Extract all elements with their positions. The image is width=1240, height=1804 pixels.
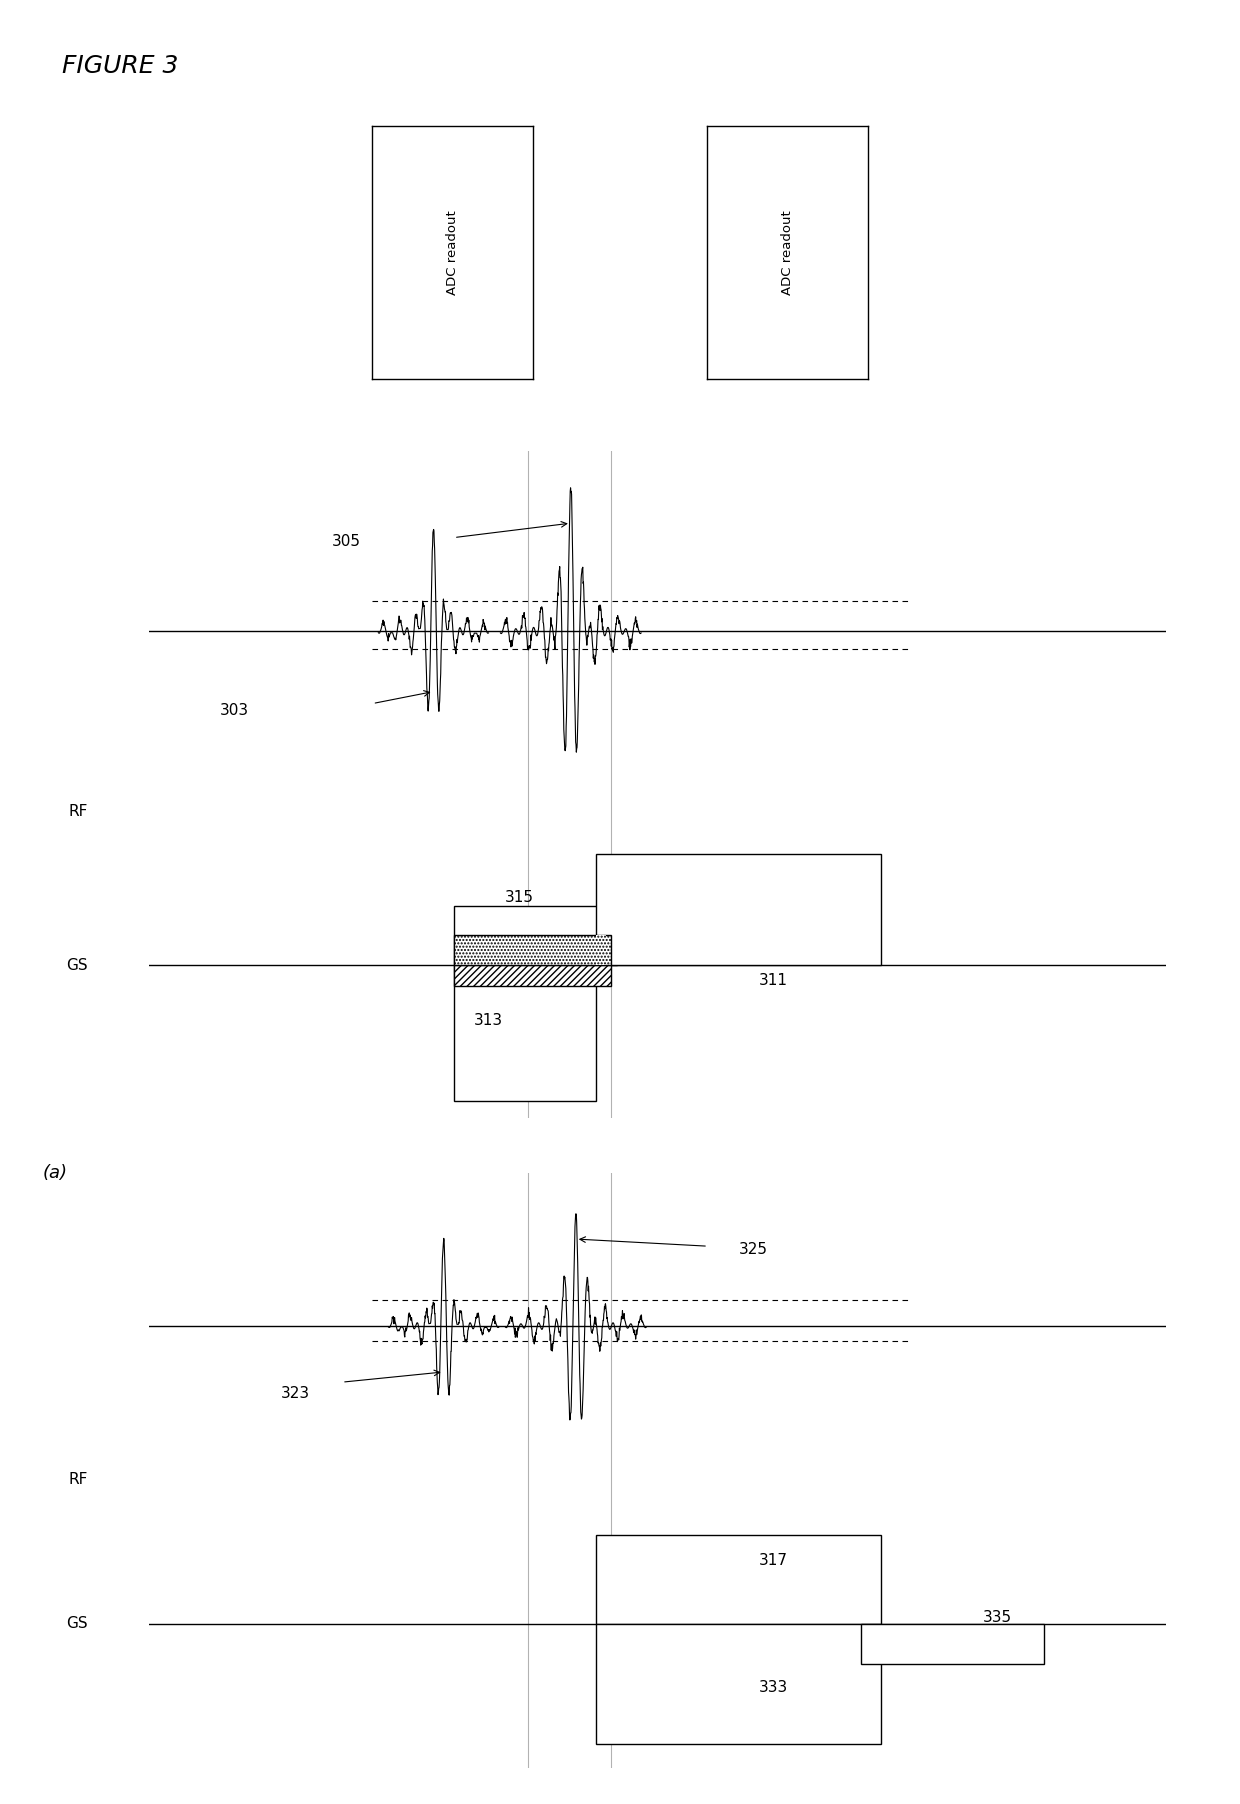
Text: 305: 305 xyxy=(332,534,361,548)
Text: (a): (a) xyxy=(42,1165,67,1182)
Text: 311: 311 xyxy=(759,972,787,989)
Bar xyxy=(454,965,596,1102)
Text: 317: 317 xyxy=(759,1553,787,1568)
Text: GS: GS xyxy=(66,958,88,972)
Bar xyxy=(454,934,611,965)
Bar xyxy=(596,855,880,965)
Text: 313: 313 xyxy=(474,1012,503,1028)
Text: 325: 325 xyxy=(739,1241,768,1257)
Text: RF: RF xyxy=(68,805,88,819)
Text: 303: 303 xyxy=(219,704,249,718)
Bar xyxy=(454,965,611,987)
Bar xyxy=(596,934,606,965)
Bar xyxy=(596,1624,880,1744)
Bar xyxy=(596,1535,880,1624)
Bar xyxy=(454,906,616,965)
Text: 335: 335 xyxy=(982,1611,1012,1625)
Text: 333: 333 xyxy=(759,1680,789,1694)
Bar xyxy=(861,1624,1044,1663)
Text: FIGURE 3: FIGURE 3 xyxy=(62,54,179,78)
Text: 323: 323 xyxy=(281,1385,310,1402)
Text: ADC readout: ADC readout xyxy=(446,211,459,294)
Text: 315: 315 xyxy=(505,889,533,906)
Text: GS: GS xyxy=(66,1616,88,1631)
Text: ADC readout: ADC readout xyxy=(781,211,794,294)
Text: RF: RF xyxy=(68,1472,88,1486)
